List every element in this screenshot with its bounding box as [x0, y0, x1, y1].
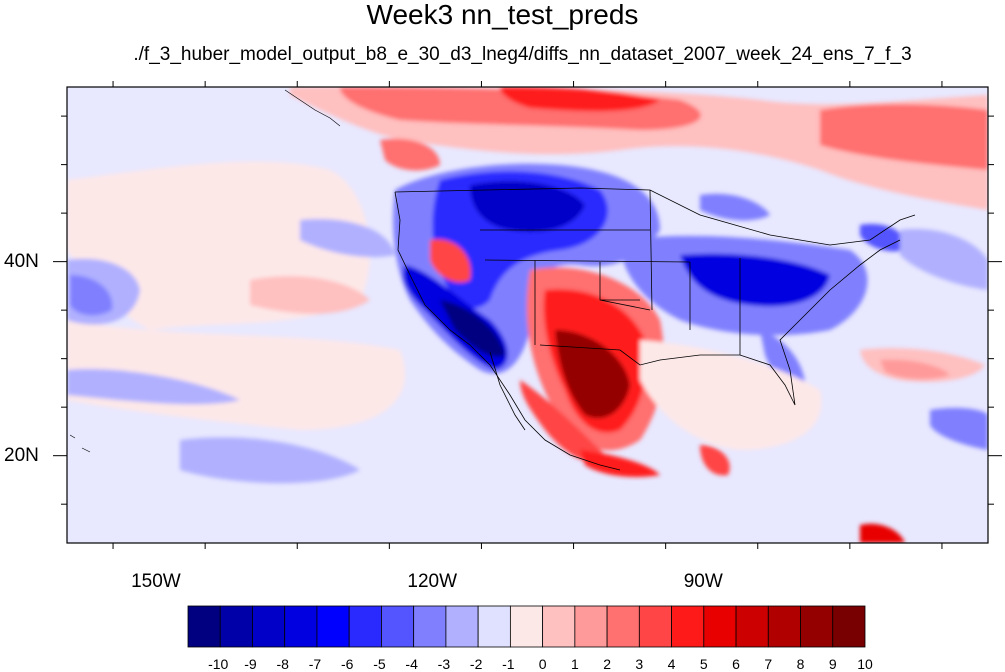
colorbar-label: 3: [635, 656, 644, 672]
anomaly-patch: [930, 407, 988, 450]
axis-ticks: [53, 81, 1002, 549]
lon-tick-label: 90W: [683, 571, 723, 592]
map-frame: [66, 86, 989, 544]
colorbar-swatch: [703, 605, 737, 648]
lat-tick-label: 20N: [4, 444, 39, 466]
anomaly-patch: [900, 229, 988, 290]
colorbar-swatch: [348, 605, 382, 648]
lon-tick-label: 150W: [131, 571, 181, 592]
anomaly-patch: [300, 219, 395, 258]
colorbar-label: -10: [208, 656, 229, 672]
anomaly-patch: [680, 253, 830, 307]
colorbar-swatch: [445, 605, 479, 648]
colorbar-swatch: [316, 605, 350, 648]
anomaly-patch: [700, 193, 770, 221]
anomaly-patch: [860, 224, 906, 252]
colorbar-label: -2: [469, 656, 483, 672]
colorbar-swatch: [606, 605, 640, 648]
colorbar-label: 5: [699, 656, 708, 672]
anomaly-patch: [470, 181, 585, 232]
anomaly-field: [67, 87, 988, 543]
anomaly-patch: [430, 239, 471, 283]
anomaly-patch: [440, 300, 505, 357]
colorbar-label: -7: [308, 656, 322, 672]
colorbar-label: -3: [437, 656, 451, 672]
anomaly-patch: [67, 369, 240, 405]
colorbar-label: 10: [857, 656, 873, 672]
colorbar-label: 4: [667, 656, 676, 672]
colorbar-swatch: [542, 605, 576, 648]
colorbar-swatch: [832, 605, 866, 648]
colorbar-label: -8: [276, 656, 289, 672]
colorbar-label: 9: [828, 656, 837, 672]
colorbar-swatch: [284, 605, 318, 648]
anomaly-patch: [820, 104, 988, 170]
colorbar-swatch: [477, 605, 511, 648]
colorbar-swatch: [574, 605, 608, 648]
colorbar-swatch: [800, 605, 834, 648]
colorbar-swatch: [638, 605, 672, 648]
anomaly-patch: [70, 275, 113, 316]
colorbar-label: -6: [340, 656, 354, 672]
colorbar-swatch: [671, 605, 705, 648]
lon-tick-label: 120W: [407, 571, 458, 592]
colorbar-swatch: [252, 605, 286, 648]
alaska-coast: [69, 89, 341, 453]
colorbar-swatch: [735, 605, 769, 648]
lat-tick-label: 40N: [4, 250, 39, 272]
colorbar-label: 1: [570, 656, 579, 672]
anomaly-patch: [500, 87, 660, 112]
anomaly-patch: [880, 359, 950, 380]
colorbar-swatch: [413, 605, 447, 648]
colorbar-label: 6: [732, 656, 740, 672]
colorbar-swatch: [381, 605, 415, 648]
colorbar-label: -9: [244, 656, 257, 672]
colorbar-label: 0: [538, 656, 547, 672]
colorbar-label: 8: [796, 656, 805, 672]
colorbar-label: -5: [373, 656, 386, 672]
anomaly-patch: [700, 445, 730, 476]
anomaly-patch: [380, 138, 440, 171]
colorbar-label: 7: [764, 656, 773, 672]
coastline: [394, 187, 916, 471]
colorbar: [187, 605, 866, 648]
anomaly-patch: [580, 450, 660, 477]
colorbar-label: 2: [603, 656, 611, 672]
anomaly-patch: [555, 330, 630, 419]
colorbar-swatch: [509, 605, 544, 648]
anomaly-patch: [520, 380, 610, 464]
map-subtitle: ./f_3_huber_model_output_b8_e_30_d3_lneg…: [133, 44, 912, 65]
anomaly-patch: [250, 276, 370, 314]
colorbar-swatch: [187, 605, 221, 648]
map-title: Week3 nn_test_preds: [366, 0, 639, 30]
colorbar-label: -4: [405, 656, 418, 672]
colorbar-label: -1: [502, 656, 515, 672]
anomaly-patch: [860, 523, 905, 543]
colorbar-swatch: [219, 605, 253, 648]
anomaly-patch: [180, 437, 360, 484]
anomaly-patch: [640, 340, 822, 450]
colorbar-swatch: [767, 605, 801, 648]
